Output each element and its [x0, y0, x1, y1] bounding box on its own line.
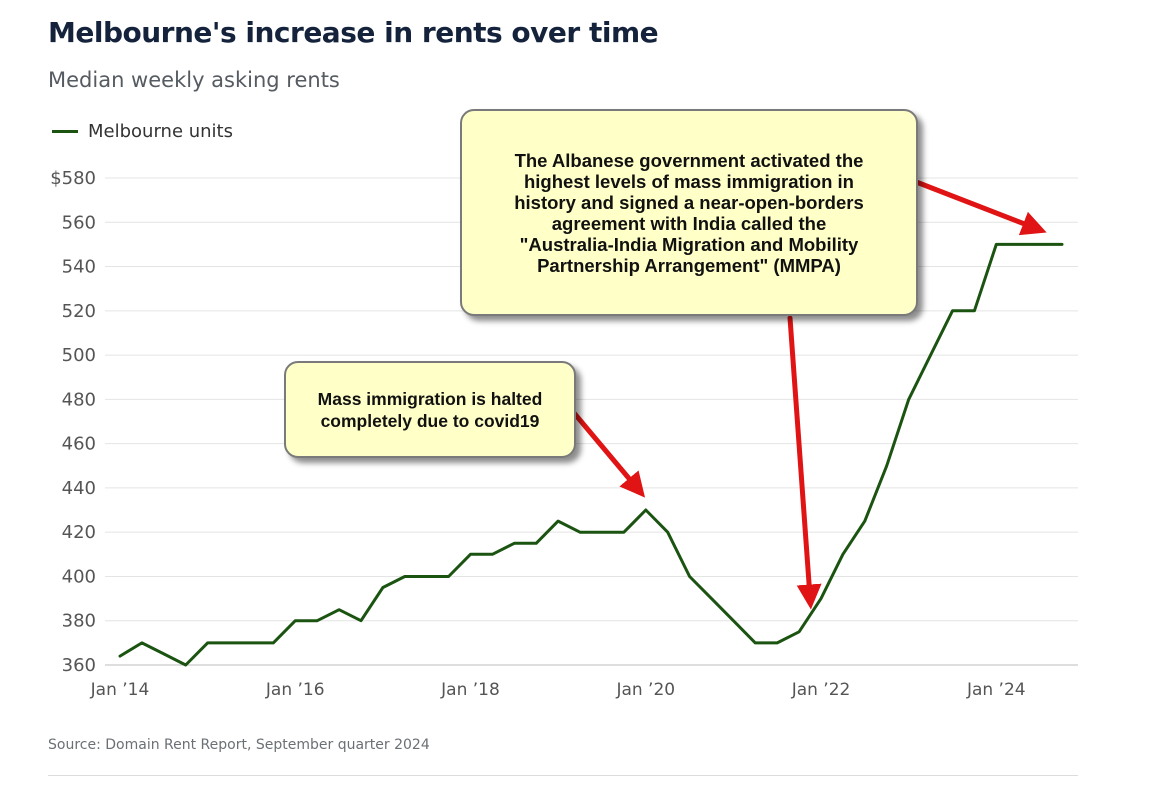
data-point: [513, 542, 516, 545]
data-point: [228, 641, 231, 645]
data-point: [206, 641, 209, 645]
divider: [48, 775, 1078, 776]
legend: Melbourne units: [52, 121, 233, 142]
data-point: [403, 575, 406, 578]
data-point: [907, 398, 910, 401]
data-point: [644, 508, 647, 512]
callout-covid: Mass immigration is halted completely du…: [284, 361, 576, 458]
data-point: [337, 608, 341, 611]
annotation-arrows: [566, 175, 1047, 610]
y-tick-label: $580: [50, 168, 96, 189]
y-tick-label: 480: [62, 389, 96, 410]
y-tick-label: 420: [62, 522, 96, 543]
data-point: [184, 663, 187, 667]
x-axis: Jan ’14 Jan ’16 Jan ’18 Jan ’20 Jan ’22 Jan ’…: [90, 680, 1026, 700]
data-point: [710, 597, 713, 600]
data-point: [250, 641, 253, 645]
data-point: [1016, 243, 1020, 246]
x-tick-label: Jan ’24: [966, 680, 1026, 700]
y-tick-label: 500: [62, 345, 96, 366]
x-tick-label: Jan ’22: [791, 680, 851, 700]
data-point: [447, 575, 450, 578]
arrow-to-trough: [787, 315, 822, 610]
data-point: [600, 530, 604, 534]
chart-subtitle: Median weekly asking rents: [48, 68, 340, 92]
callout-mmpa: The Albanese government activated the hi…: [460, 109, 918, 316]
data-point: [315, 619, 319, 622]
chart-title: Melbourne's increase in rents over time: [48, 16, 659, 49]
arrow-to-peak: [566, 404, 646, 498]
data-point: [951, 309, 954, 313]
data-point: [425, 575, 428, 578]
data-point: [578, 530, 582, 534]
callout-mmpa-text: The Albanese government activated the hi…: [514, 149, 864, 276]
x-tick-label: Jan ’16: [265, 680, 325, 700]
data-point: [491, 553, 494, 556]
source-note: Source: Domain Rent Report, September qu…: [48, 737, 430, 753]
data-point: [140, 641, 144, 645]
y-tick-label: 380: [62, 611, 96, 632]
data-point: [688, 575, 691, 578]
series-layer: [118, 242, 1064, 667]
data-point: [622, 530, 626, 534]
data-point: [776, 641, 779, 645]
data-point: [1038, 243, 1042, 246]
data-point: [272, 641, 275, 645]
data-point: [666, 530, 669, 534]
y-tick-label: 460: [62, 434, 96, 455]
data-point: [819, 597, 823, 600]
x-tick-label: Jan ’18: [440, 680, 500, 700]
data-point: [359, 619, 363, 622]
data-point: [1060, 243, 1064, 246]
y-axis: 360 380 400 420 440 460 480 500 520 540 560 $580: [50, 168, 96, 676]
data-point: [797, 630, 801, 633]
data-point: [885, 464, 888, 467]
data-point: [973, 309, 976, 313]
arrow-to-latest: [903, 175, 1047, 236]
legend-label: Melbourne units: [88, 121, 233, 142]
data-point: [754, 641, 757, 645]
y-tick-label: 540: [62, 257, 96, 278]
series-line-melbourne-units: [118, 242, 1064, 667]
x-tick-label: Jan ’20: [615, 680, 675, 700]
y-tick-label: 520: [62, 301, 96, 322]
data-point: [381, 586, 385, 589]
y-tick-label: 400: [62, 566, 96, 587]
x-tick-label: Jan ’14: [90, 680, 150, 700]
data-point: [118, 654, 122, 658]
y-tick-label: 560: [62, 212, 96, 233]
data-point: [863, 519, 867, 523]
data-point: [556, 519, 560, 523]
data-point: [995, 243, 998, 246]
data-point: [294, 619, 297, 622]
data-point: [929, 353, 932, 357]
data-point: [841, 553, 845, 556]
data-point: [469, 553, 472, 556]
callout-covid-text: Mass immigration is halted completely du…: [317, 388, 543, 431]
data-point: [732, 619, 735, 622]
y-tick-label: 440: [62, 478, 96, 499]
data-point: [535, 542, 538, 545]
y-tick-label: 360: [62, 655, 96, 676]
legend-swatch: [52, 130, 78, 133]
data-point: [162, 652, 166, 656]
